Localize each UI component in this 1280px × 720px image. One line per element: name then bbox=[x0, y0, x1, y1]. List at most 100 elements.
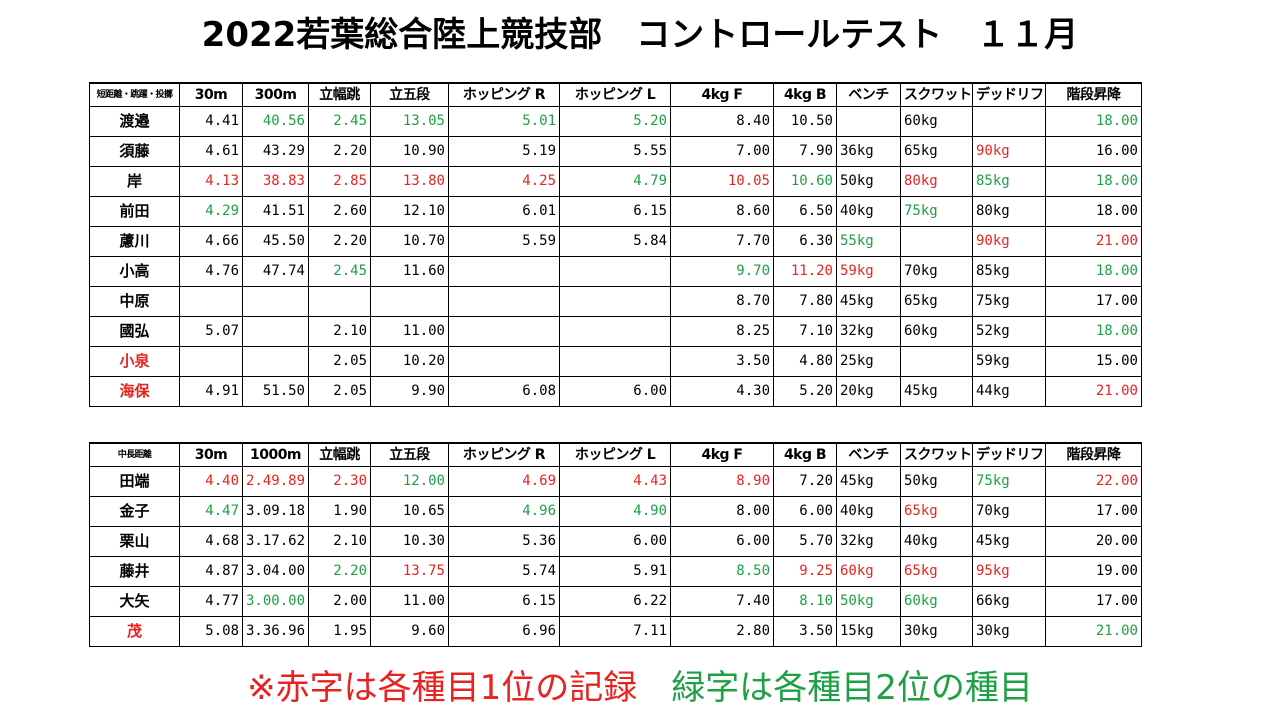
record-cell: 11.00 bbox=[370, 316, 449, 347]
distance-column-header: スクワット bbox=[900, 442, 973, 467]
table-row: 茂 5.08 3.36.96 1.95 9.60 6.96 7.11 2.80 3.50 15kg… bbox=[89, 616, 1142, 647]
athlete-name: 金子 bbox=[89, 496, 180, 527]
distance-header-row: 中長距離 30m 1000m 立幅跳 立五段 ホッピング R ホッピング L 4kg F 4kg… bbox=[89, 442, 1142, 467]
athlete-name: 茂 bbox=[89, 616, 180, 647]
table-row: 小高 4.76 47.74 2.45 11.60 9.70 11.20 59kg 70kg 85k… bbox=[89, 256, 1142, 287]
record-cell: 80kg bbox=[900, 166, 973, 197]
record-cell: 10.50 bbox=[773, 106, 837, 137]
record-cell: 52kg bbox=[972, 316, 1046, 347]
record-cell: 17.00 bbox=[1045, 496, 1142, 527]
record-cell: 9.60 bbox=[370, 616, 449, 647]
record-cell: 21.00 bbox=[1045, 616, 1142, 647]
record-cell: 7.11 bbox=[559, 616, 671, 647]
distance-column-header: ベンチ bbox=[836, 442, 901, 467]
record-cell: 90kg bbox=[972, 136, 1046, 167]
record-cell: 6.22 bbox=[559, 586, 671, 617]
record-cell: 44kg bbox=[972, 376, 1046, 407]
record-cell: 3.50 bbox=[670, 346, 774, 377]
record-cell: 18.00 bbox=[1045, 106, 1142, 137]
record-cell: 7.90 bbox=[773, 136, 837, 167]
legend-green-text: 緑字は各種目2位の種目 bbox=[671, 668, 1033, 708]
record-cell: 6.01 bbox=[448, 196, 560, 227]
record-cell bbox=[242, 346, 309, 377]
record-cell: 41.51 bbox=[242, 196, 309, 227]
record-cell: 45kg bbox=[836, 466, 901, 497]
record-cell: 45kg bbox=[836, 286, 901, 317]
record-cell: 75kg bbox=[972, 286, 1046, 317]
record-cell: 5.84 bbox=[559, 226, 671, 257]
sprint-header-row: 短距離・跳躍・投擲 30m 300m 立幅跳 立五段 ホッピング R ホッピング L 4kg … bbox=[89, 82, 1142, 107]
athlete-name: 中原 bbox=[89, 286, 180, 317]
record-cell bbox=[308, 286, 371, 317]
sprint-column-header: 短距離・跳躍・投擲 bbox=[89, 82, 180, 107]
record-cell: 5.01 bbox=[448, 106, 560, 137]
sprint-column-header: 階段昇降 bbox=[1045, 82, 1142, 107]
record-cell: 6.00 bbox=[670, 526, 774, 557]
record-cell: 2.10 bbox=[308, 316, 371, 347]
record-cell: 11.00 bbox=[370, 586, 449, 617]
record-cell: 65kg bbox=[900, 556, 973, 587]
record-cell: 60kg bbox=[900, 316, 973, 347]
record-cell: 65kg bbox=[900, 136, 973, 167]
legend-note: ※赤字は各種目1位の記録 緑字は各種目2位の種目 bbox=[0, 663, 1280, 713]
record-cell: 5.74 bbox=[448, 556, 560, 587]
record-cell: 43.29 bbox=[242, 136, 309, 167]
record-cell: 6.15 bbox=[559, 196, 671, 227]
record-cell: 2.00 bbox=[308, 586, 371, 617]
record-cell: 4.29 bbox=[179, 196, 243, 227]
record-cell: 6.30 bbox=[773, 226, 837, 257]
record-cell: 25kg bbox=[836, 346, 901, 377]
record-cell: 30kg bbox=[972, 616, 1046, 647]
record-cell: 65kg bbox=[900, 286, 973, 317]
record-cell: 6.96 bbox=[448, 616, 560, 647]
record-cell: 1.95 bbox=[308, 616, 371, 647]
record-cell: 13.75 bbox=[370, 556, 449, 587]
sprint-column-header: 4kg B bbox=[773, 82, 837, 107]
record-cell: 4.76 bbox=[179, 256, 243, 287]
record-cell: 4.79 bbox=[559, 166, 671, 197]
record-cell: 9.90 bbox=[370, 376, 449, 407]
record-cell bbox=[972, 106, 1046, 137]
record-cell: 6.50 bbox=[773, 196, 837, 227]
record-cell: 2.05 bbox=[308, 346, 371, 377]
table-row: 栗山 4.68 3.17.62 2.10 10.30 5.36 6.00 6.00 5.70 32… bbox=[89, 526, 1142, 557]
distance-column-header: 中長距離 bbox=[89, 442, 180, 467]
sprint-column-header: デッドリフト bbox=[972, 82, 1046, 107]
record-cell: 2.05 bbox=[308, 376, 371, 407]
record-cell bbox=[559, 286, 671, 317]
record-cell: 4.47 bbox=[179, 496, 243, 527]
record-cell: 2.10 bbox=[308, 526, 371, 557]
record-cell bbox=[448, 346, 560, 377]
record-cell: 7.00 bbox=[670, 136, 774, 167]
distance-column-header: 4kg F bbox=[670, 442, 774, 467]
record-cell: 8.70 bbox=[670, 286, 774, 317]
record-cell: 2.20 bbox=[308, 226, 371, 257]
record-cell: 16.00 bbox=[1045, 136, 1142, 167]
distance-column-header: 4kg B bbox=[773, 442, 837, 467]
record-cell: 66kg bbox=[972, 586, 1046, 617]
table-row: 渡邉 4.41 40.56 2.45 13.05 5.01 5.20 8.40 10.50 60k… bbox=[89, 106, 1142, 137]
record-cell: 8.50 bbox=[670, 556, 774, 587]
record-cell: 20kg bbox=[836, 376, 901, 407]
record-cell: 10.20 bbox=[370, 346, 449, 377]
sprint-column-header: 300m bbox=[242, 82, 309, 107]
record-cell: 95kg bbox=[972, 556, 1046, 587]
record-cell: 45kg bbox=[900, 376, 973, 407]
record-cell: 45.50 bbox=[242, 226, 309, 257]
record-cell: 12.00 bbox=[370, 466, 449, 497]
record-cell: 5.19 bbox=[448, 136, 560, 167]
record-cell: 3.17.62 bbox=[242, 526, 309, 557]
record-cell bbox=[559, 256, 671, 287]
athlete-name: 海保 bbox=[89, 376, 180, 407]
record-cell bbox=[179, 346, 243, 377]
legend-separator bbox=[637, 668, 671, 708]
athlete-name: 國弘 bbox=[89, 316, 180, 347]
sprint-jump-throw-table: 短距離・跳躍・投擲 30m 300m 立幅跳 立五段 ホッピング R ホッピング L 4kg … bbox=[89, 82, 1142, 407]
distance-column-header: ホッピング L bbox=[559, 442, 671, 467]
record-cell: 4.80 bbox=[773, 346, 837, 377]
record-cell: 7.10 bbox=[773, 316, 837, 347]
record-cell: 13.80 bbox=[370, 166, 449, 197]
record-cell: 4.66 bbox=[179, 226, 243, 257]
record-cell: 7.40 bbox=[670, 586, 774, 617]
record-cell: 15kg bbox=[836, 616, 901, 647]
